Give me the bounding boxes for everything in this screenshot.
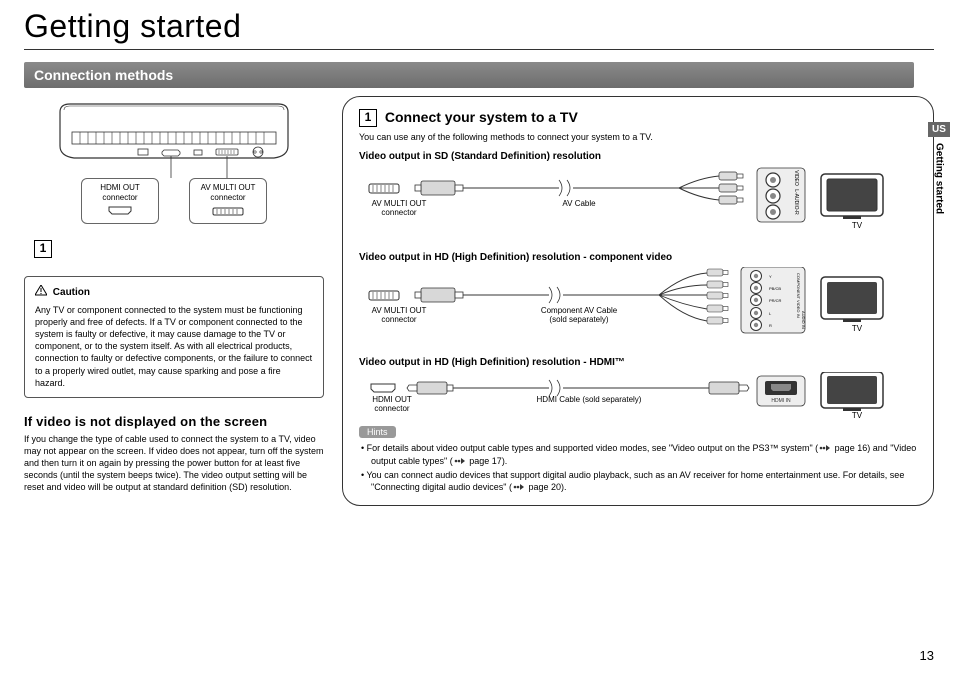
hdmi-cable-label: HDMI Cable (sold separately) (509, 396, 669, 405)
no-video-heading: If video is not displayed on the screen (24, 414, 324, 429)
hint-2: You can connect audio devices that suppo… (361, 469, 917, 493)
caution-text: Any TV or component connected to the sys… (35, 304, 313, 389)
side-tab: US Getting started (928, 122, 950, 214)
svg-text:PB/CB: PB/CB (769, 286, 781, 291)
svg-text:R: R (769, 323, 772, 328)
left-column: Connection methods (24, 62, 324, 506)
hints-label: Hints (359, 426, 396, 438)
connect-intro: You can use any of the following methods… (359, 131, 917, 143)
region-badge: US (928, 122, 950, 137)
step-number-main: 1 (359, 109, 377, 127)
hint-1: For details about video output cable typ… (361, 442, 917, 466)
caution-box: Caution Any TV or component connected to… (24, 276, 324, 397)
sd-tv-label: TV (837, 222, 877, 231)
method-component-title: Video output in HD (High Definition) res… (359, 252, 917, 263)
warning-icon (35, 285, 47, 296)
svg-text:PR/CR: PR/CR (769, 298, 782, 303)
no-video-text: If you change the type of cable used to … (24, 433, 324, 494)
method-sd-title: Video output in SD (Standard Definition)… (359, 151, 917, 162)
svg-text:HDMI IN: HDMI IN (771, 398, 791, 404)
sd-connector-label: AV MULTI OUT connector (359, 200, 439, 218)
xref-icon (454, 457, 466, 465)
xref-icon (819, 444, 831, 452)
xref-icon (513, 483, 525, 491)
chapter-tab: Getting started (934, 143, 945, 214)
component-cable-label: Component AV Cable (sold separately) (509, 307, 649, 325)
svg-text:L-AUDIO-R: L-AUDIO-R (793, 190, 799, 216)
page-title: Getting started (0, 0, 954, 49)
method-component-diagram: Y PB/CB PR/CR L R COMPONENT VIDEO IN AUD… (359, 267, 917, 349)
av-multi-out-callout: AV MULTI OUT connector (189, 178, 267, 224)
svg-text:VIDEO: VIDEO (793, 171, 799, 187)
method-sd-diagram: VIDEO L-AUDIO-R AV MULTI OUT connector A… (359, 166, 917, 244)
console-svg (44, 100, 304, 180)
sd-cable-label: AV Cable (529, 200, 629, 209)
connect-main-box: 1 Connect your system to a TV You can us… (342, 96, 934, 506)
component-tv-label: TV (837, 325, 877, 334)
svg-text:Y: Y (769, 274, 772, 279)
page-number: 13 (920, 648, 934, 663)
method-hdmi-title: Video output in HD (High Definition) res… (359, 357, 917, 368)
console-back-diagram: HDMI OUT connector AV MULTI OUT connecto… (24, 100, 324, 258)
method-hdmi-diagram: HDMI IN HDMI OUT connector HDMI Cable (s… (359, 372, 917, 420)
caution-title: Caution (53, 287, 90, 298)
step-number-left: 1 (34, 240, 52, 258)
connect-title: Connect your system to a TV (385, 109, 578, 125)
right-column: 1 Connect your system to a TV You can us… (342, 62, 934, 506)
hints-list: For details about video output cable typ… (359, 442, 917, 493)
component-connector-label: AV MULTI OUT connector (359, 307, 439, 325)
title-rule (24, 49, 934, 50)
hdmi-connector-label: HDMI OUT connector (357, 396, 427, 414)
hdmi-out-callout: HDMI OUT connector (81, 178, 159, 224)
svg-text:COMPONENT VIDEO IN: COMPONENT VIDEO IN (796, 273, 801, 318)
svg-text:AUDIO IN: AUDIO IN (801, 311, 806, 329)
hdmi-tv-label: TV (837, 412, 877, 421)
